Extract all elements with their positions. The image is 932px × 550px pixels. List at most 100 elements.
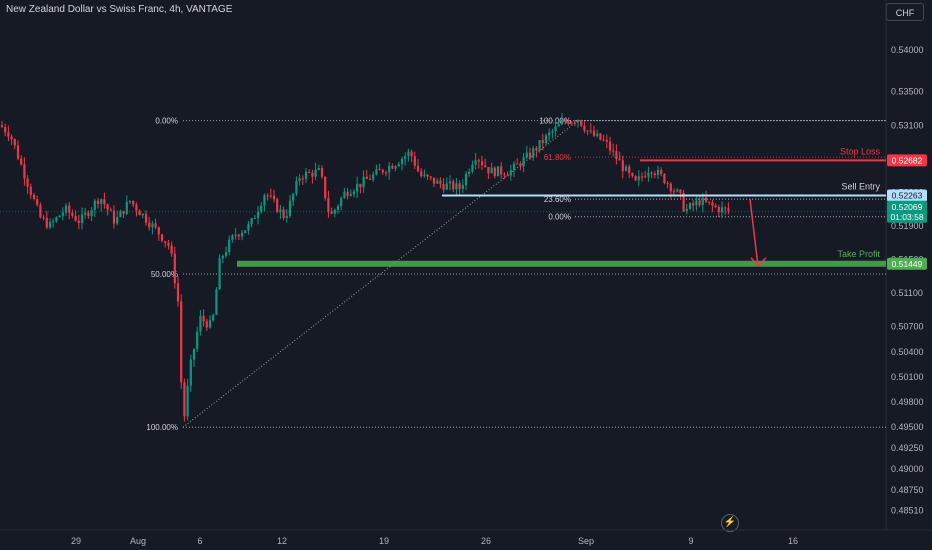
candle-body — [250, 218, 253, 225]
candle-body — [320, 167, 324, 177]
candle-body — [544, 135, 548, 144]
take-profit-band — [237, 260, 886, 267]
candle-body — [618, 159, 621, 161]
candle-body — [458, 183, 461, 189]
candle-body — [74, 215, 77, 221]
candle-body — [151, 223, 154, 228]
lightning-icon[interactable]: ⚡ — [721, 514, 739, 532]
candle-body — [77, 220, 80, 224]
candle-body — [413, 156, 416, 166]
candle-body — [45, 217, 48, 228]
candle-body — [192, 348, 196, 360]
candle-body — [93, 200, 96, 211]
candle-body — [42, 217, 45, 219]
fib-trend-line — [182, 120, 579, 428]
candle-body — [224, 252, 228, 256]
candle-body — [260, 205, 263, 212]
candle-body — [372, 174, 375, 180]
y-tick-label: 0.53100 — [891, 120, 924, 130]
candle-body — [375, 169, 378, 175]
candle-body — [583, 125, 586, 131]
candle-body — [663, 173, 666, 184]
candle-body — [500, 166, 503, 175]
candle-body — [445, 183, 448, 190]
y-tick-label: 0.51900 — [891, 221, 924, 231]
candle-body — [397, 164, 400, 167]
candle-body — [157, 227, 160, 235]
candle-body — [672, 191, 676, 193]
take-profit-price-tag — [887, 257, 927, 270]
candle-body — [180, 301, 183, 383]
candle-body — [647, 172, 650, 177]
y-tick-label: 0.49800 — [891, 397, 924, 407]
candle-body — [148, 222, 151, 228]
candle-body — [640, 176, 644, 178]
chart-title: New Zealand Dollar vs Swiss Franc, 4h, V… — [6, 4, 233, 15]
candle-body — [116, 217, 119, 224]
candle-body — [368, 179, 372, 181]
candle-body — [29, 186, 32, 195]
candle-body — [106, 204, 109, 210]
candle-body — [327, 197, 330, 212]
candle-body — [426, 174, 429, 177]
y-tick-label: 0.50100 — [891, 372, 924, 382]
candle-body — [461, 185, 464, 189]
candle-body — [599, 133, 602, 140]
candle-body — [68, 205, 71, 213]
candle-body — [493, 167, 496, 177]
candle-body — [685, 208, 688, 212]
candle-body — [384, 172, 388, 174]
sell-entry-price-tag-label: 0.52263 — [892, 190, 923, 200]
candle-body — [55, 217, 58, 222]
candle-body — [103, 199, 106, 205]
candle-body — [295, 181, 298, 194]
candle-body — [615, 150, 618, 160]
candle-body — [240, 232, 244, 237]
candle-body — [138, 210, 141, 216]
candle-body — [420, 171, 423, 177]
candle-body — [170, 245, 173, 254]
candle-body — [471, 164, 474, 172]
candle-body — [16, 145, 20, 159]
candle-body — [362, 176, 365, 188]
candle-body — [359, 183, 362, 188]
x-tick-label: 19 — [379, 536, 389, 546]
candle-body — [650, 172, 653, 174]
take-profit-price-tag-label: 0.51449 — [892, 259, 923, 269]
last-price-countdown-label: 01:03:58 — [890, 212, 923, 222]
candle-body — [714, 205, 717, 207]
candle-body — [333, 209, 336, 214]
candle-body — [608, 141, 612, 151]
candle-body — [317, 167, 320, 170]
candle-body — [266, 195, 269, 197]
candle-body — [388, 165, 391, 173]
candle-body — [576, 120, 580, 123]
candle-body — [429, 176, 432, 178]
candle-body — [564, 120, 567, 122]
candle-body — [589, 130, 592, 132]
y-tick-label: 0.53500 — [891, 87, 924, 97]
candle-body — [692, 203, 695, 206]
candle-body — [448, 181, 452, 184]
candle-body — [688, 203, 692, 209]
candle-body — [288, 200, 292, 216]
candle-body — [308, 171, 311, 173]
candle-body — [0, 125, 4, 128]
y-tick-label: 0.48750 — [891, 485, 924, 495]
candle-body — [208, 320, 212, 328]
candle-body — [122, 210, 125, 214]
candle-body — [80, 214, 84, 224]
candle-body — [128, 200, 132, 202]
candle-body — [212, 314, 215, 321]
candle-body — [391, 165, 394, 169]
candle-body — [199, 315, 202, 332]
candle-body — [717, 206, 720, 213]
x-tick-label: 9 — [688, 536, 693, 546]
candle-body — [256, 211, 260, 218]
candle-body — [330, 211, 333, 214]
candle-body — [522, 157, 525, 167]
candle-body — [538, 140, 541, 151]
candle-body — [202, 315, 205, 322]
